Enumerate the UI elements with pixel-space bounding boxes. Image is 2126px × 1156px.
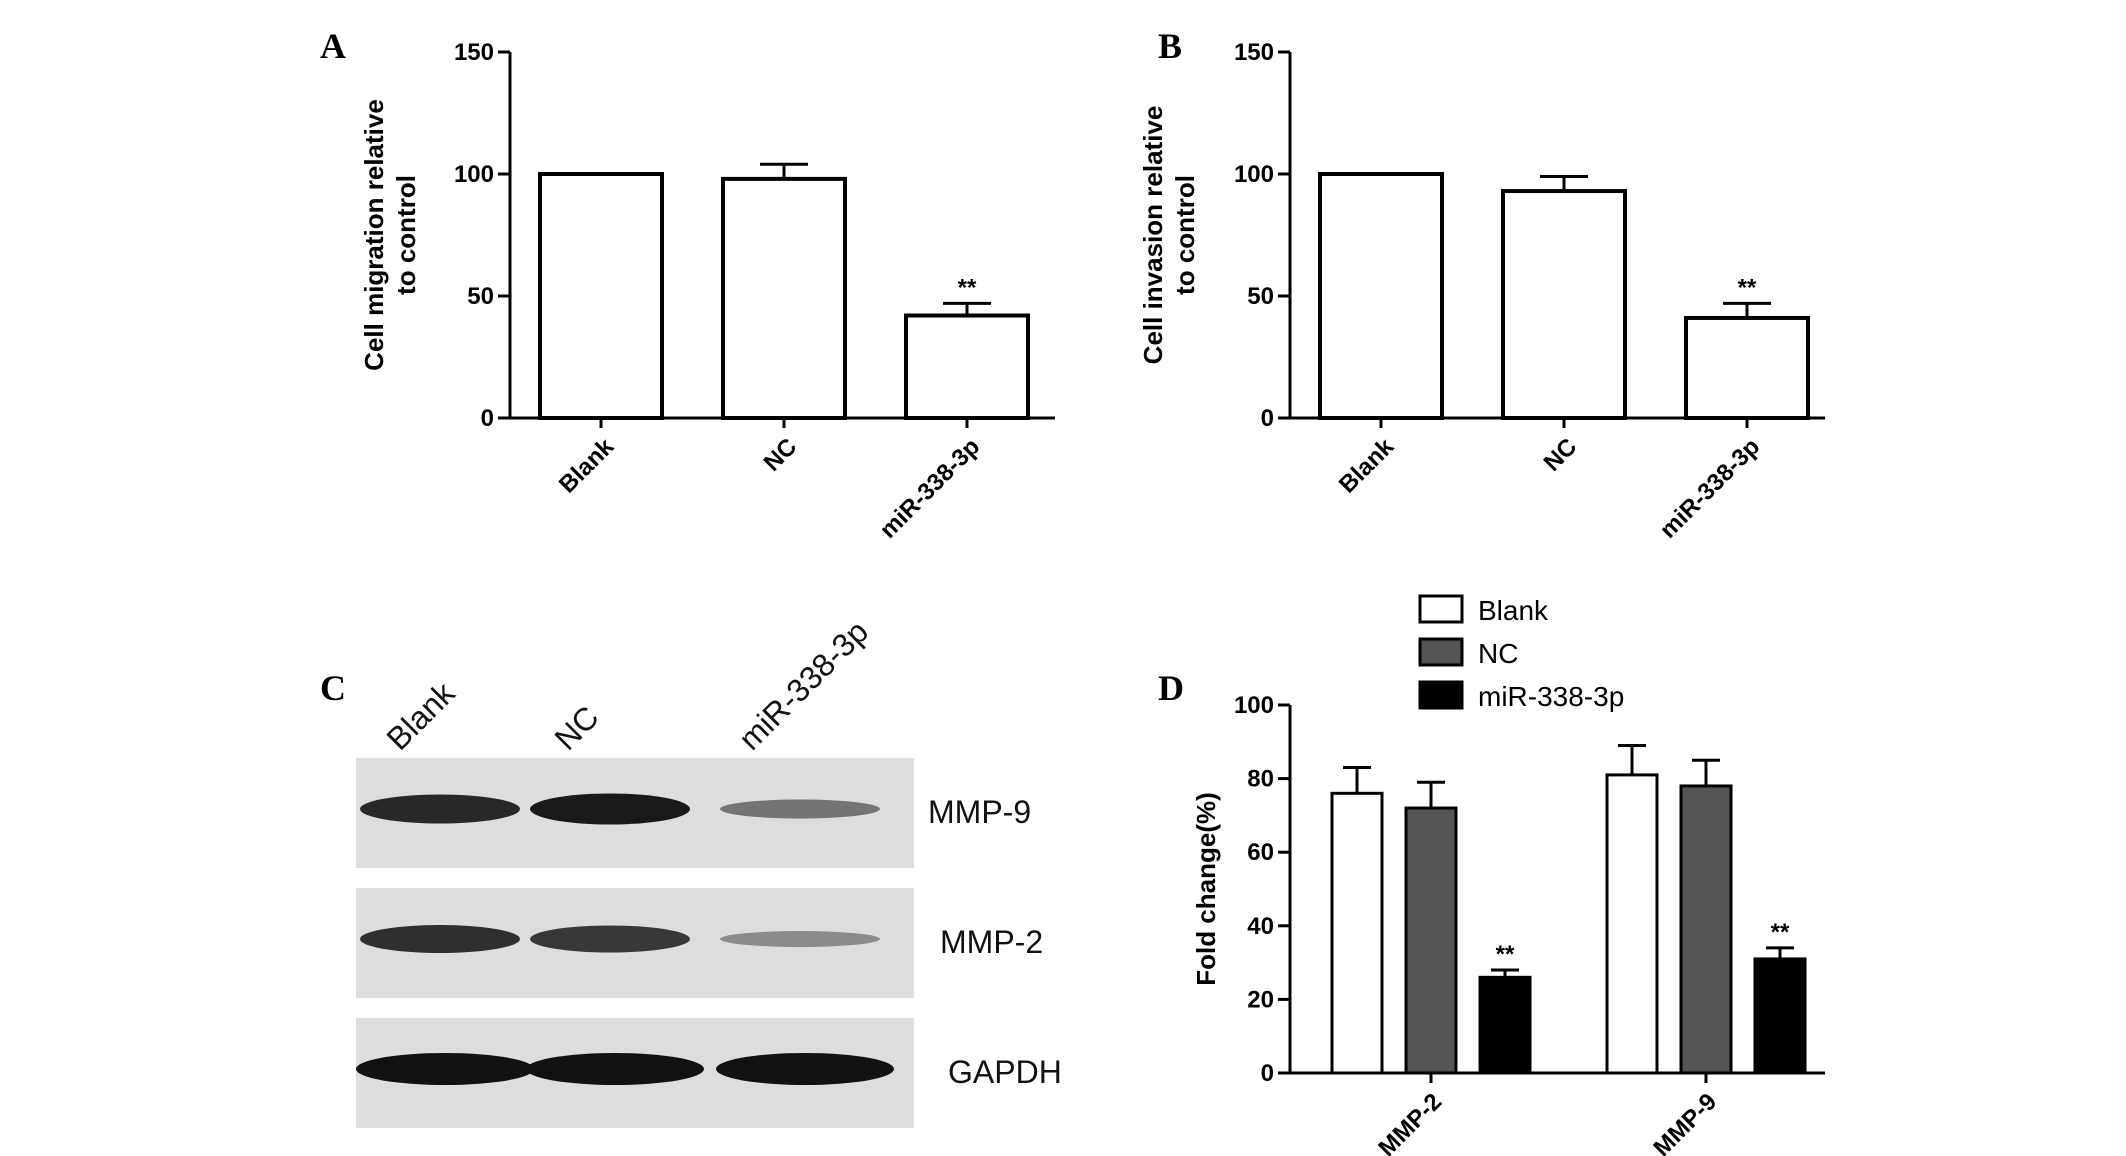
panel-a: A 0 50 100 150 Cell migration relativeto con…: [320, 26, 1055, 544]
blot-row-label: MMP-2: [940, 924, 1043, 960]
blot-lane-label: NC: [547, 699, 605, 757]
y-axis-label: Fold change(%): [1191, 792, 1221, 986]
blot-row-label: MMP-9: [928, 794, 1031, 830]
blot-band: [530, 925, 690, 953]
blot-band: [720, 799, 880, 819]
y-tick-label: 60: [1247, 839, 1274, 866]
y-tick-label: 150: [1234, 39, 1274, 66]
legend-label: NC: [1478, 638, 1518, 669]
x-tick-label: miR-338-3p: [1655, 433, 1766, 544]
panel-letter-d: D: [1158, 668, 1184, 708]
bar: [1753, 957, 1807, 1075]
bar: [1679, 784, 1733, 1075]
chart-d: 0 20 40 60 80 100 Fold change(%) ** MMP-2 ** MMP-9…: [1191, 594, 1825, 1156]
y-tick-label: 100: [1234, 161, 1274, 188]
x-tick-label: MMP-2: [1373, 1088, 1447, 1156]
blot-band: [720, 931, 880, 947]
blot-row-label: GAPDH: [948, 1054, 1062, 1090]
y-tick-label: 100: [454, 161, 494, 188]
y-tick-label: 80: [1247, 766, 1274, 793]
chart-b: 0 50 100 150 Cell invasion relativeto contro…: [1138, 39, 1825, 544]
y-tick-label: 40: [1247, 913, 1274, 940]
panel-letter-b: B: [1158, 26, 1182, 66]
chart-a: 0 50 100 150 Cell migration relativeto contr…: [359, 39, 1055, 544]
y-tick-label: 50: [1247, 283, 1274, 310]
blot-band: [716, 1053, 894, 1085]
bar: [1318, 172, 1444, 420]
bar: [1404, 806, 1458, 1075]
legend-swatch: [1418, 594, 1464, 624]
y-tick-label: 0: [1261, 1060, 1274, 1087]
bar: [1501, 189, 1627, 420]
bar: [1684, 315, 1810, 420]
legend-label: Blank: [1478, 595, 1549, 626]
significance-label: **: [1771, 919, 1790, 946]
y-axis-label-line2: to control: [391, 175, 421, 295]
legend-swatch: [1418, 637, 1464, 667]
y-axis-label: Cell invasion relativeto control: [1138, 106, 1200, 365]
legend-label: miR-338-3p: [1478, 681, 1624, 712]
blot-band: [526, 1053, 704, 1085]
panel-letter-a: A: [320, 26, 346, 66]
panel-letter-c: C: [320, 668, 346, 708]
legend-swatch: [1418, 680, 1464, 710]
significance-label: **: [958, 274, 977, 301]
y-axis-label: Cell migration relativeto control: [359, 99, 421, 371]
x-tick-label: miR-338-3p: [875, 433, 986, 544]
y-axis-label-line1: Cell invasion relative: [1138, 106, 1168, 365]
bar: [538, 172, 664, 420]
bar: [904, 313, 1030, 420]
bar: [1330, 791, 1384, 1075]
y-tick-label: 150: [454, 39, 494, 66]
y-tick-label: 100: [1234, 692, 1274, 719]
y-tick-label: 20: [1247, 986, 1274, 1013]
y-axis-label-line2: to control: [1170, 175, 1200, 295]
x-tick-label: NC: [1539, 433, 1583, 477]
panel-b: B 0 50 100 150 Cell invasion relativeto cont…: [1138, 26, 1825, 544]
bar: [1605, 773, 1659, 1075]
x-tick-label: NC: [759, 433, 803, 477]
y-tick-label: 0: [481, 405, 494, 432]
blot-lane-label: Blank: [379, 674, 462, 757]
y-axis-label-line1: Cell migration relative: [359, 99, 389, 371]
blot-band: [530, 793, 690, 825]
panel-c: C Blank NC miR-338-3p MMP-9 MMP-2 GAPDH: [320, 613, 1062, 1128]
blot-lane-label: miR-338-3p: [731, 613, 875, 757]
x-tick-label: Blank: [554, 433, 620, 499]
x-tick-label: MMP-9: [1648, 1088, 1722, 1156]
panel-d: D 0 20 40 60 80 100 Fold change(%) ** MMP-2 ** MMP…: [1158, 594, 1825, 1156]
significance-label: **: [1738, 274, 1757, 301]
bar: [721, 176, 847, 420]
y-tick-label: 50: [467, 283, 494, 310]
x-tick-label: Blank: [1334, 433, 1400, 499]
y-tick-label: 0: [1261, 405, 1274, 432]
blot-band: [360, 925, 520, 953]
blot-band: [360, 794, 520, 824]
bar: [1478, 975, 1532, 1075]
western-blot: Blank NC miR-338-3p MMP-9 MMP-2 GAPDH: [356, 613, 1062, 1128]
significance-label: **: [1496, 941, 1515, 968]
blot-band: [356, 1053, 534, 1085]
